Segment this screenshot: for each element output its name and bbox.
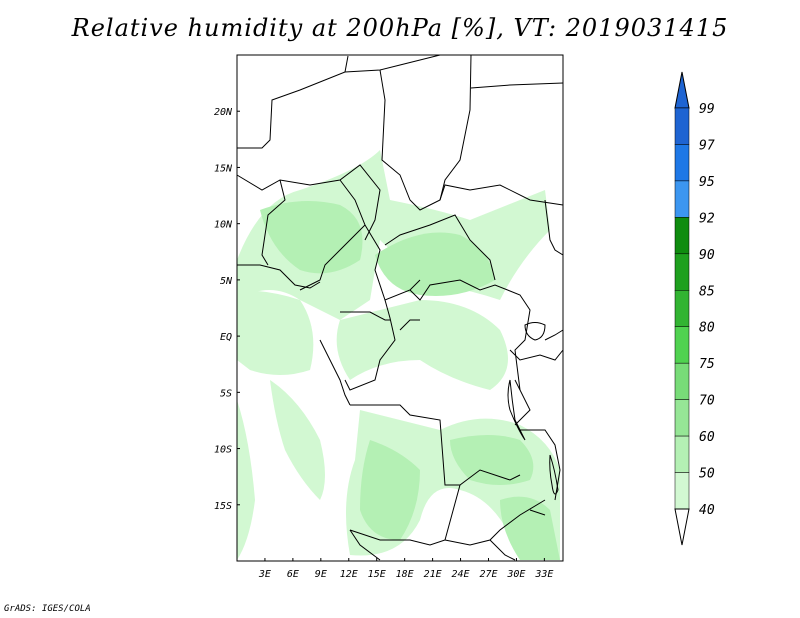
lon-tick-label: 27E (479, 569, 497, 580)
lon-tick-label: 3E (258, 569, 271, 580)
latitude-tick-labels: 20N 15N 10N 5N EQ 5S 10S 15S (214, 107, 240, 512)
colorbar-label: 85 (699, 284, 715, 299)
colorbar-label: 75 (699, 357, 715, 372)
lon-tick-label: 24E (452, 569, 470, 580)
colorbar-label: 60 (699, 430, 715, 445)
colorbar-segment (674, 399, 690, 437)
lon-tick-label: 21E (424, 569, 442, 580)
lat-tick-label: 10N (214, 220, 233, 231)
colorbar-label: 99 (699, 102, 715, 117)
lat-tick-label: 15N (214, 163, 233, 174)
colorbar-segment (674, 435, 690, 473)
map-frame (236, 54, 564, 562)
colorbar-segment (674, 472, 690, 510)
humidity-shading (237, 150, 560, 560)
colorbar-segment (674, 180, 690, 218)
colorbar-bottom-arrow (674, 508, 690, 546)
colorbar-segment (674, 326, 690, 364)
lon-tick-label: 30E (506, 569, 525, 580)
colorbar: 99 97 95 92 90 85 80 75 70 60 50 40 (674, 71, 715, 546)
colorbar-label: 70 (699, 394, 715, 409)
lon-tick-label: 6E (287, 569, 299, 580)
lakes (507, 322, 559, 516)
lon-tick-label: 33E (534, 569, 553, 580)
lon-tick-label: 9E (315, 569, 327, 580)
colorbar-label: 95 (699, 175, 715, 190)
colorbar-top-arrow (674, 71, 690, 109)
lon-tick-label: 18E (396, 569, 414, 580)
colorbar-label: 50 (699, 467, 715, 482)
colorbar-label: 40 (699, 503, 715, 518)
colorbar-label: 90 (699, 248, 715, 263)
country-borders (236, 54, 564, 561)
colorbar-segment (674, 253, 690, 291)
colorbar-segment (674, 144, 690, 182)
colorbar-label: 80 (699, 321, 715, 336)
lon-tick-label: 12E (340, 569, 358, 580)
colorbar-segment (674, 217, 690, 255)
colorbar-segment (674, 107, 690, 145)
colorbar-segment (674, 290, 690, 327)
grads-credit: GrADS: IGES/COLA (4, 604, 91, 614)
colorbar-label: 92 (699, 211, 715, 226)
lat-tick-label: 5N (220, 276, 233, 287)
colorbar-label: 97 (699, 138, 715, 153)
lat-tick-label: 20N (214, 107, 233, 118)
lon-tick-label: 15E (368, 569, 386, 580)
lat-tick-label: EQ (220, 332, 232, 343)
lat-tick-label: 10S (214, 445, 232, 456)
lat-tick-label: 15S (214, 501, 232, 512)
colorbar-segment (674, 362, 690, 400)
lat-tick-label: 5S (220, 388, 232, 399)
longitude-tick-labels: 3E 6E 9E 12E 15E 18E 21E 24E 27E 30E 33E (258, 558, 553, 580)
map-title: Relative humidity at 200hPa [%], VT: 201… (71, 14, 729, 42)
